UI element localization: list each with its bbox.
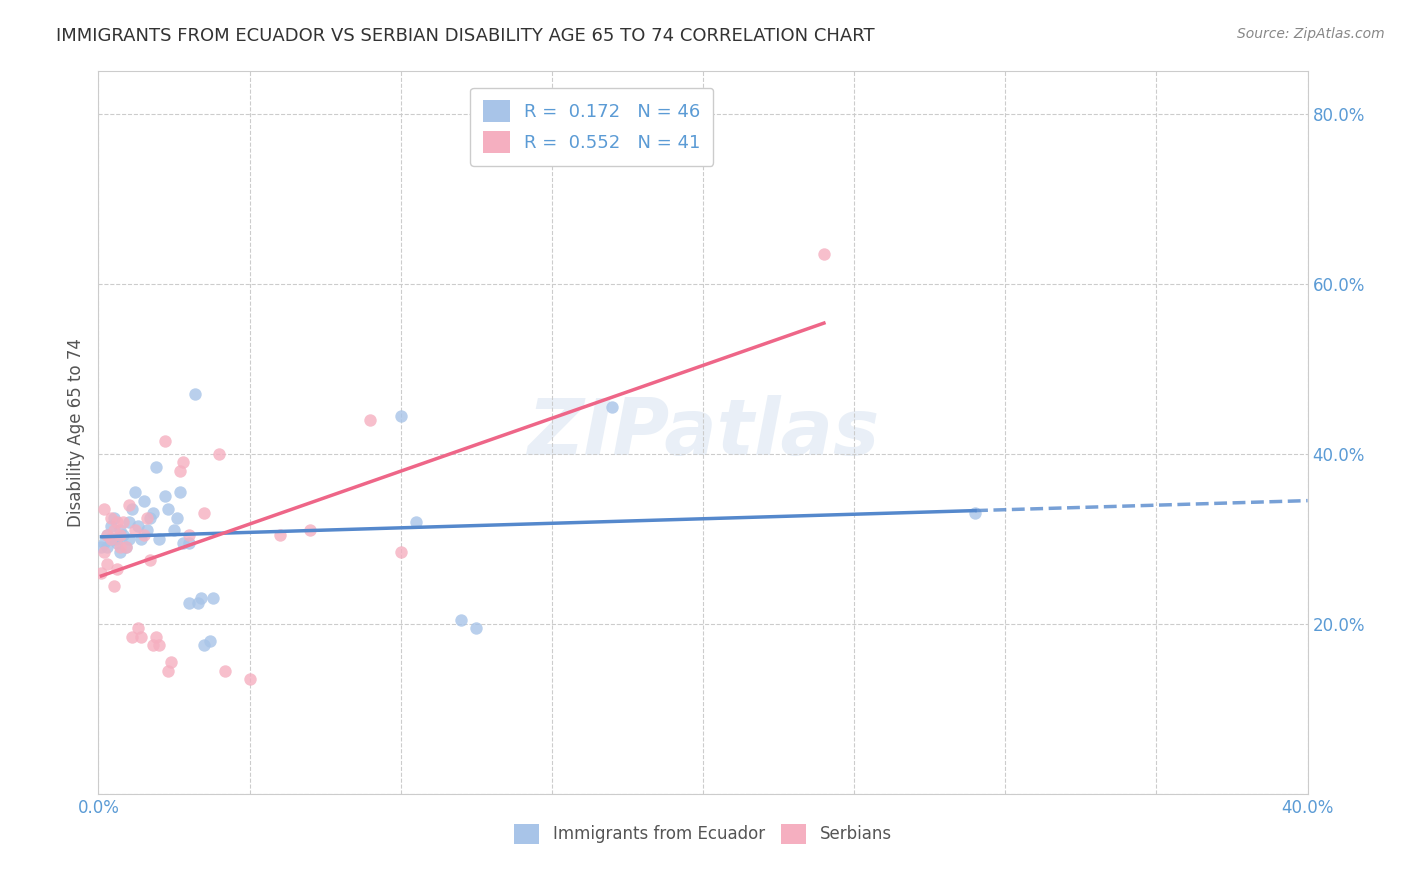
Point [108, 524, 131, 538]
Point [187, 596, 209, 610]
Point [105, 515, 128, 529]
Point [193, 638, 215, 652]
Point [214, 664, 236, 678]
Point [127, 519, 149, 533]
Point [105, 532, 128, 546]
Point [179, 527, 201, 541]
Point [360, 413, 382, 427]
Point [602, 400, 624, 414]
Point [127, 621, 149, 635]
Point [200, 633, 222, 648]
Point [100, 532, 122, 546]
Point [145, 630, 167, 644]
Point [239, 672, 262, 686]
Point [96, 527, 118, 541]
Point [142, 507, 165, 521]
Point [179, 536, 201, 550]
Point [465, 621, 488, 635]
Point [142, 638, 165, 652]
Point [100, 532, 122, 546]
Point [299, 524, 322, 538]
Point [405, 515, 427, 529]
Point [96, 541, 118, 555]
Point [145, 459, 167, 474]
Point [169, 464, 191, 478]
Point [121, 502, 143, 516]
Point [813, 247, 835, 261]
Point [184, 387, 207, 401]
Point [179, 596, 201, 610]
Point [129, 630, 152, 644]
Point [965, 507, 987, 521]
Point [148, 532, 170, 546]
Point [103, 510, 125, 524]
Point [153, 434, 176, 449]
Point [105, 536, 128, 550]
Point [114, 541, 136, 555]
Point [135, 524, 157, 538]
Point [90, 566, 112, 580]
Point [124, 485, 146, 500]
Point [100, 510, 122, 524]
Legend: Immigrants from Ecuador, Serbians: Immigrants from Ecuador, Serbians [508, 817, 898, 851]
Y-axis label: Disability Age 65 to 74: Disability Age 65 to 74 [66, 338, 84, 527]
Point [103, 524, 125, 538]
Point [93, 536, 115, 550]
Point [389, 409, 412, 423]
Point [269, 527, 291, 541]
Point [93, 502, 115, 516]
Point [139, 553, 162, 567]
Point [172, 536, 194, 550]
Point [108, 541, 131, 555]
Point [153, 489, 176, 503]
Point [108, 527, 131, 541]
Point [105, 561, 128, 575]
Point [111, 515, 134, 529]
Point [148, 638, 170, 652]
Point [93, 544, 115, 558]
Point [190, 591, 212, 606]
Point [389, 544, 412, 558]
Point [100, 519, 122, 533]
Point [450, 613, 472, 627]
Point [96, 558, 118, 572]
Point [208, 447, 231, 461]
Point [202, 591, 225, 606]
Point [103, 532, 125, 546]
Point [124, 524, 146, 538]
Point [163, 524, 186, 538]
Point [169, 485, 191, 500]
Point [108, 544, 131, 558]
Point [193, 507, 215, 521]
Point [160, 655, 183, 669]
Point [90, 541, 112, 555]
Point [118, 532, 141, 546]
Point [129, 532, 152, 546]
Point [118, 515, 141, 529]
Point [111, 527, 134, 541]
Point [156, 664, 179, 678]
Point [114, 541, 136, 555]
Point [139, 510, 162, 524]
Point [172, 455, 194, 469]
Text: ZIPatlas: ZIPatlas [527, 394, 879, 471]
Point [121, 630, 143, 644]
Text: Source: ZipAtlas.com: Source: ZipAtlas.com [1237, 27, 1385, 41]
Point [118, 498, 141, 512]
Point [132, 527, 155, 541]
Point [135, 510, 157, 524]
Point [103, 579, 125, 593]
Point [132, 493, 155, 508]
Point [96, 527, 118, 541]
Point [156, 502, 179, 516]
Text: IMMIGRANTS FROM ECUADOR VS SERBIAN DISABILITY AGE 65 TO 74 CORRELATION CHART: IMMIGRANTS FROM ECUADOR VS SERBIAN DISAB… [56, 27, 875, 45]
Point [166, 510, 188, 524]
